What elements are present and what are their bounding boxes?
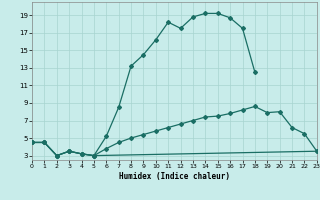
- X-axis label: Humidex (Indice chaleur): Humidex (Indice chaleur): [119, 172, 230, 181]
